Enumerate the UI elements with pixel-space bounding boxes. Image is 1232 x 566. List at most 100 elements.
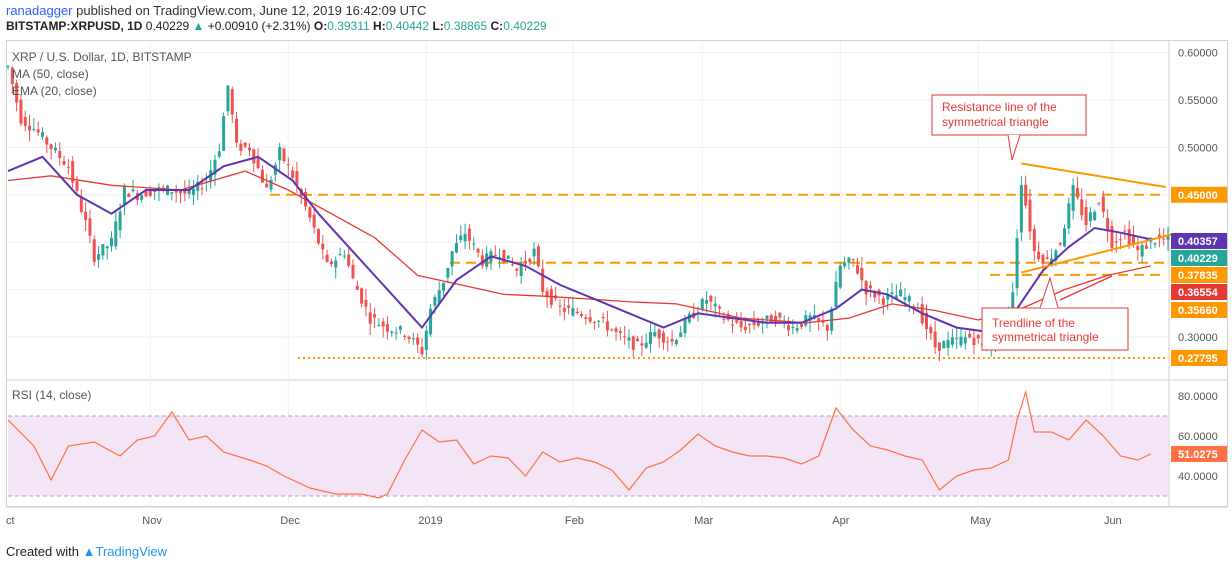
candle-body: [278, 146, 282, 161]
candle-body: [718, 306, 722, 309]
candle-body: [899, 289, 903, 297]
candle-body: [36, 129, 40, 133]
symbol-label: BITSTAMP:XRPUSD, 1D: [6, 19, 143, 33]
candle-body: [955, 337, 959, 339]
price-level-label: 0.40229: [1178, 253, 1218, 265]
candle-body: [373, 314, 377, 318]
candle-body: [480, 255, 484, 266]
candle-body: [894, 295, 898, 300]
candle-body: [187, 189, 191, 195]
candle-body: [584, 317, 588, 320]
candle-body: [217, 151, 221, 157]
candle-body: [390, 331, 394, 334]
symbol-line: BITSTAMP:XRPUSD, 1D 0.40229 ▲ +0.00910 (…: [6, 19, 547, 33]
candle-body: [360, 288, 364, 304]
candle-body: [536, 246, 540, 267]
price-level-label: 0.45000: [1178, 190, 1218, 202]
candle-body: [66, 166, 70, 168]
candle-body: [493, 254, 497, 256]
candle-body: [834, 281, 838, 307]
resistance-note-line2: symmetrical triangle: [942, 115, 1049, 129]
time-tick-label: May: [970, 515, 991, 527]
candle-body: [1028, 199, 1032, 232]
candle-body: [774, 315, 778, 324]
candle-body: [75, 181, 79, 191]
candle-body: [79, 197, 83, 212]
candle-body: [942, 341, 946, 349]
candle-body: [873, 292, 877, 298]
candle-body: [364, 299, 368, 307]
candle-body: [407, 336, 411, 340]
footer-brand[interactable]: TradingView: [95, 544, 168, 559]
ema-legend[interactable]: EMA (20, close): [12, 84, 97, 98]
candle-body: [1127, 229, 1131, 245]
candle-body: [653, 331, 657, 337]
low-label: L:: [432, 19, 444, 33]
candle-body: [937, 342, 941, 351]
candle-body: [88, 218, 92, 236]
candle-body: [49, 144, 53, 150]
candle-body: [459, 235, 463, 241]
open-value: 0.39311: [327, 19, 370, 33]
candle-body: [683, 318, 687, 334]
rsi-legend[interactable]: RSI (14, close): [12, 388, 92, 402]
candle-body: [291, 170, 295, 178]
candle-body: [398, 326, 402, 330]
candle-body: [45, 137, 49, 145]
candle-body: [1037, 251, 1041, 260]
publish-text: published on TradingView.com, June 12, 2…: [72, 3, 427, 18]
candle-body: [825, 324, 829, 331]
candle-body: [122, 185, 126, 206]
candle-body: [614, 328, 618, 332]
candle-body: [519, 265, 523, 277]
candle-body: [1131, 235, 1136, 245]
candle-body: [433, 296, 437, 306]
candle-body: [286, 164, 290, 166]
trendline-note-line1: Trendline of the: [992, 316, 1075, 330]
candle-body: [1045, 256, 1049, 259]
candle-body: [558, 305, 562, 307]
low-value: 0.38865: [443, 19, 488, 33]
author-link[interactable]: ranadagger: [6, 3, 73, 18]
candle-body: [851, 258, 855, 261]
candle-body: [191, 188, 195, 195]
candle-body: [506, 255, 510, 259]
close-value: 0.40229: [503, 19, 547, 33]
price-level-label: 0.27795: [1178, 353, 1218, 365]
candle-body: [562, 307, 566, 312]
candle-body: [1063, 228, 1067, 247]
candle-body: [545, 290, 549, 298]
candle-body: [10, 67, 14, 85]
trendline-note-line2: symmetrical triangle: [992, 330, 1099, 344]
candle-body: [148, 190, 152, 196]
candle-body: [170, 192, 174, 194]
price-change: +0.00910 (+2.31%): [207, 19, 311, 33]
candle-body: [575, 311, 579, 314]
candle-body: [334, 260, 338, 268]
candle-body: [196, 182, 200, 191]
candle-body: [62, 160, 66, 165]
candle-body: [765, 315, 769, 319]
candle-body: [1123, 230, 1127, 232]
resistance-note-line1: Resistance line of the: [942, 100, 1057, 114]
high-label: H:: [373, 19, 386, 33]
candle-body: [377, 324, 381, 326]
time-tick-label: Dec: [280, 515, 300, 527]
candle-body: [1106, 217, 1110, 232]
ma-legend[interactable]: MA (50, close): [12, 67, 89, 81]
candle-body: [476, 248, 480, 253]
time-tick-label: Jun: [1104, 515, 1122, 527]
candle-body: [968, 333, 972, 338]
candle-body: [200, 188, 204, 190]
resistance-note-pointer: [1007, 134, 1021, 161]
candle-body: [787, 325, 791, 331]
time-tick-label: Nov: [142, 515, 162, 527]
candle-body: [687, 313, 691, 323]
close-label: C:: [490, 19, 504, 33]
candle-body: [295, 171, 299, 186]
candle-body: [312, 214, 316, 228]
candle-body: [592, 322, 596, 324]
candle-body: [730, 324, 734, 326]
candle-body: [403, 335, 407, 337]
